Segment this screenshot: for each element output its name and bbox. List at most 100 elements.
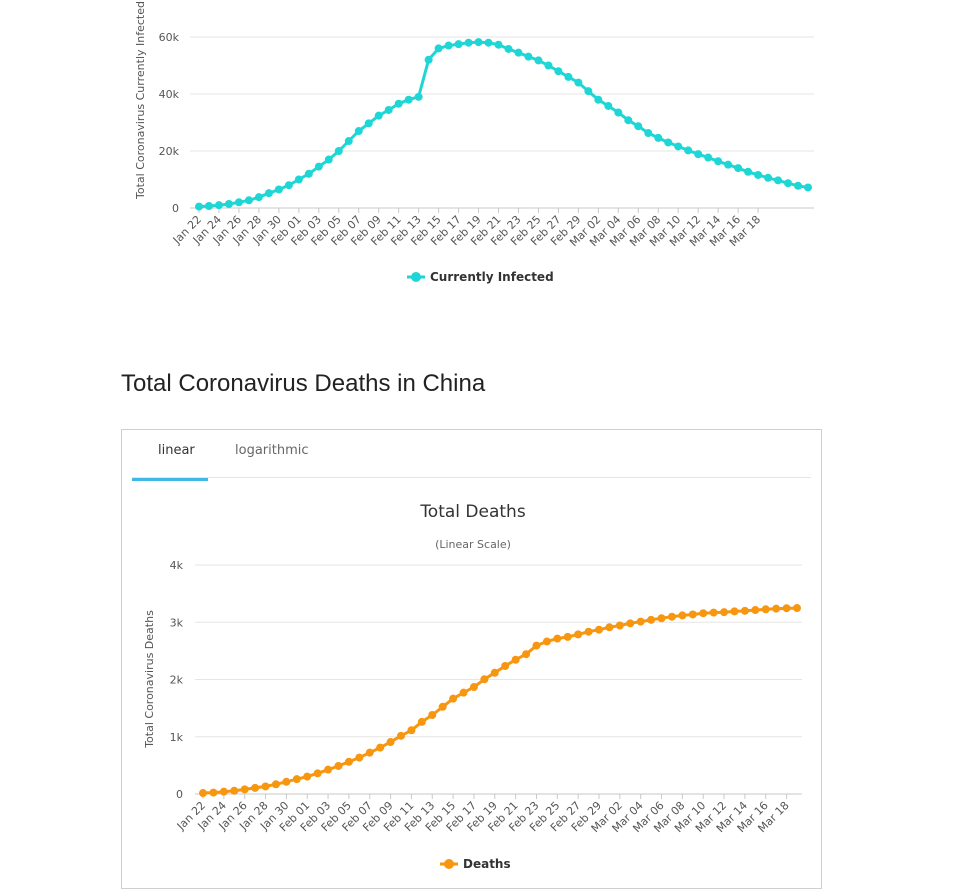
data-point	[542, 637, 551, 646]
legend-swatch-marker	[444, 859, 454, 869]
data-point	[407, 726, 416, 735]
data-point	[553, 634, 562, 643]
data-point	[449, 694, 458, 703]
active-tab-indicator	[132, 478, 208, 481]
data-point	[314, 162, 323, 171]
data-point	[230, 786, 239, 795]
data-point	[355, 753, 364, 762]
data-point	[417, 717, 426, 726]
data-point	[511, 655, 520, 664]
data-point	[624, 116, 633, 125]
data-point	[574, 78, 583, 87]
y-tick-label: 60k	[159, 31, 180, 44]
data-point	[514, 48, 523, 57]
y-tick-label: 1k	[170, 731, 184, 744]
data-point	[772, 604, 781, 613]
data-point	[344, 137, 353, 146]
data-point	[303, 772, 312, 781]
data-point	[304, 169, 313, 178]
data-point	[376, 743, 385, 752]
data-point	[657, 614, 666, 623]
data-point	[615, 621, 624, 630]
data-point	[438, 702, 447, 711]
data-point	[804, 183, 812, 192]
data-point	[313, 769, 322, 778]
data-point	[251, 783, 260, 792]
data-point	[459, 688, 468, 697]
data-point	[699, 609, 708, 618]
data-point	[484, 38, 493, 47]
currently-infected-chart: 0 20k 40k 60k Total Coronavirus Currently In…	[134, 1, 814, 284]
data-point	[324, 155, 333, 164]
data-point	[604, 101, 613, 110]
y-tick-label: 40k	[159, 88, 180, 101]
y-tick-label: 0	[172, 202, 179, 215]
chart-subtitle: (Linear Scale)	[435, 538, 511, 551]
data-point	[501, 661, 510, 670]
data-point	[678, 611, 687, 620]
data-point	[724, 160, 733, 169]
data-point	[209, 788, 218, 797]
data-point	[454, 40, 463, 49]
data-point	[782, 604, 791, 613]
data-point	[626, 619, 635, 628]
data-point	[365, 748, 374, 757]
series-line	[202, 606, 798, 795]
data-point	[282, 777, 291, 786]
data-point	[434, 44, 443, 53]
data-point	[636, 617, 645, 626]
data-point	[204, 202, 213, 211]
data-point	[734, 164, 743, 173]
data-point	[274, 185, 283, 194]
data-point	[764, 173, 773, 182]
data-point	[595, 625, 603, 634]
data-point	[394, 99, 403, 108]
data-point	[384, 105, 393, 114]
data-point	[397, 731, 405, 740]
y-tick-label: 20k	[159, 145, 180, 158]
data-point	[667, 612, 676, 621]
y-axis-title: Total Coronavirus Currently Infected	[134, 1, 147, 200]
data-point	[644, 129, 653, 138]
data-point	[284, 181, 293, 190]
data-point	[464, 38, 473, 47]
data-point	[374, 111, 383, 120]
data-point	[751, 606, 760, 615]
data-point	[254, 193, 263, 202]
data-point	[214, 201, 223, 210]
data-point	[534, 56, 543, 65]
data-point	[688, 610, 697, 619]
data-point	[740, 606, 749, 615]
data-point	[761, 605, 770, 614]
data-point	[720, 608, 729, 617]
tab-linear[interactable]: linear	[158, 443, 195, 458]
data-point	[244, 196, 253, 205]
data-point	[474, 38, 483, 47]
data-point	[240, 785, 249, 794]
data-point	[594, 95, 603, 104]
data-point	[294, 175, 303, 184]
data-point	[364, 119, 373, 128]
data-point	[544, 61, 553, 70]
data-point	[774, 176, 783, 185]
data-point	[344, 757, 353, 766]
data-point	[647, 615, 656, 624]
data-point	[563, 632, 572, 641]
legend-label: Currently Infected	[430, 270, 554, 284]
data-point	[292, 775, 301, 784]
data-point	[794, 181, 803, 190]
y-tick-label: 0	[176, 788, 183, 801]
data-point	[614, 108, 623, 117]
data-point	[730, 607, 739, 616]
tab-divider	[132, 477, 811, 478]
data-point	[234, 198, 243, 207]
data-point	[714, 157, 723, 166]
legend-label: Deaths	[463, 857, 511, 871]
data-point	[584, 627, 593, 636]
data-point	[504, 44, 513, 53]
data-point	[634, 122, 643, 131]
data-point	[195, 202, 203, 211]
data-point	[522, 650, 531, 659]
tab-logarithmic[interactable]: logarithmic	[235, 443, 309, 458]
data-point	[664, 138, 673, 147]
